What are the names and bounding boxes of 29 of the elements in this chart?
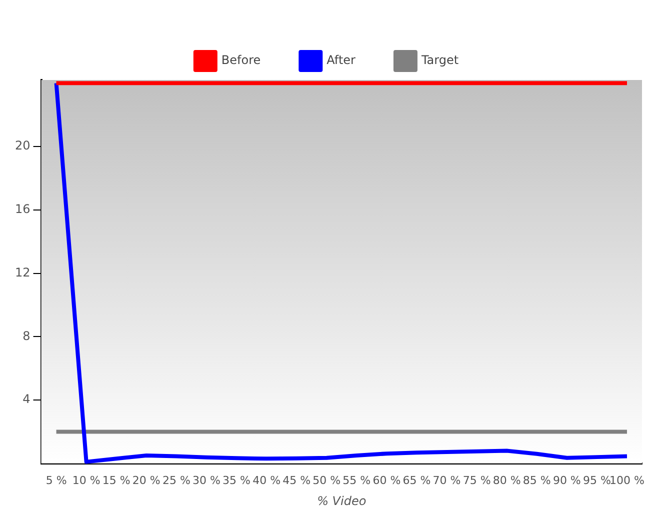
x-tick-label: 25 %	[162, 474, 190, 487]
x-tick-label: 85 %	[522, 474, 551, 487]
x-tick-label: 15 %	[102, 474, 130, 487]
x-tick-label: 100 %	[610, 474, 644, 487]
x-tick-label: 35 %	[222, 474, 250, 487]
legend-label: Target	[420, 53, 459, 68]
y-tick-label: 20	[14, 138, 30, 153]
x-tick-label: 30 %	[192, 474, 220, 487]
x-tick-label: 95 %	[582, 474, 611, 487]
x-tick-label: 5 %	[46, 474, 67, 487]
x-tick-label: 45 %	[282, 474, 311, 487]
x-tick-label: 40 %	[252, 474, 281, 487]
x-tick-label: 55 %	[342, 474, 371, 487]
y-tick-label: 16	[14, 202, 30, 216]
y-tick-label: 8	[22, 328, 30, 343]
y-tick-label: 4	[22, 392, 30, 406]
legend-label: Before	[221, 53, 261, 68]
x-tick-label: 90 %	[552, 474, 581, 487]
legend-label: After	[326, 53, 356, 68]
y-tick-label: 12	[14, 265, 30, 280]
x-tick-label: 20 %	[132, 474, 160, 487]
x-tick-label: 50 %	[312, 474, 341, 487]
x-tick-label: 60 %	[372, 474, 401, 487]
x-tick-label: 70 %	[432, 474, 461, 487]
x-tick-label: 65 %	[402, 474, 431, 487]
x-axis-title: % Video	[317, 494, 366, 508]
x-tick-label: 10 %	[72, 474, 100, 487]
x-tick-label: 75 %	[462, 474, 491, 487]
x-tick-label: 80 %	[492, 474, 521, 487]
